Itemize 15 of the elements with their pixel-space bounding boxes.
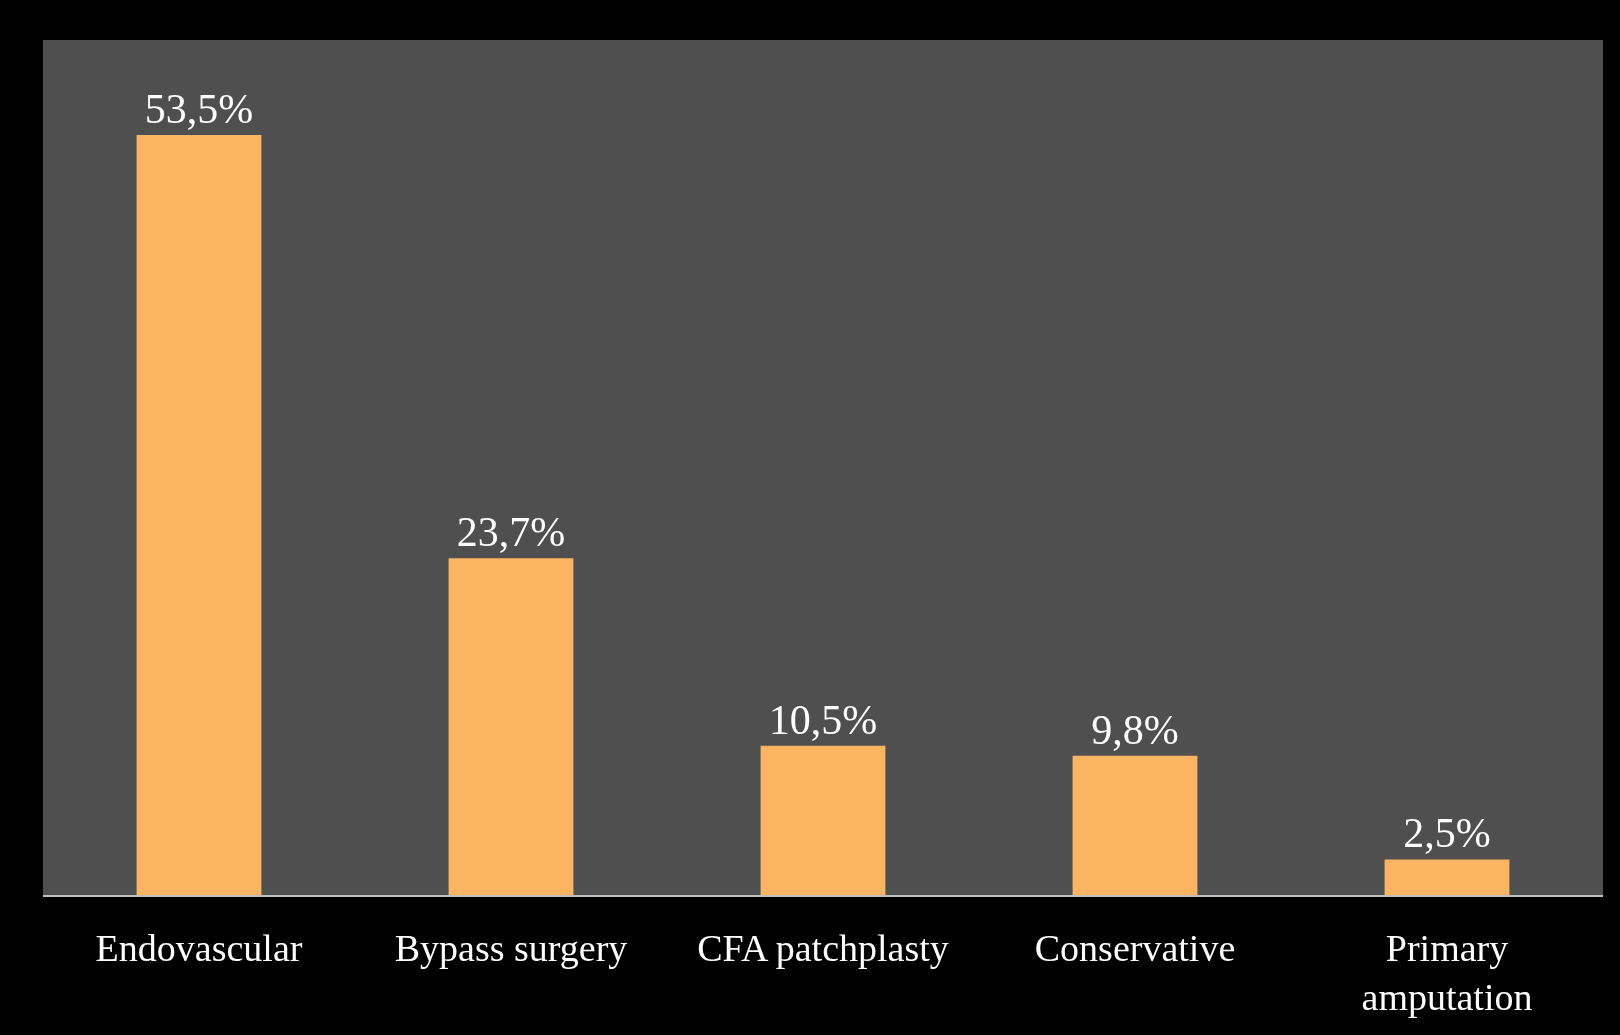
- bar: [1072, 755, 1198, 895]
- bar: [448, 558, 574, 895]
- data-label: 23,7%: [456, 509, 566, 556]
- x-tick-label: Endovascular: [95, 926, 303, 969]
- bar: [136, 135, 262, 895]
- x-tick-label: Conservative: [1034, 926, 1236, 969]
- bar: [1384, 859, 1510, 895]
- bar: [760, 745, 886, 895]
- data-label: 9,8%: [1091, 706, 1179, 753]
- x-tick-label: CFA patchplasty: [697, 926, 949, 969]
- x-tick-label: Bypass surgery: [394, 926, 628, 969]
- data-label: 2,5%: [1403, 810, 1491, 857]
- data-label: 10,5%: [768, 696, 878, 743]
- x-tick-label: Primary amputation: [1361, 926, 1533, 1018]
- data-label: 53,5%: [144, 86, 254, 132]
